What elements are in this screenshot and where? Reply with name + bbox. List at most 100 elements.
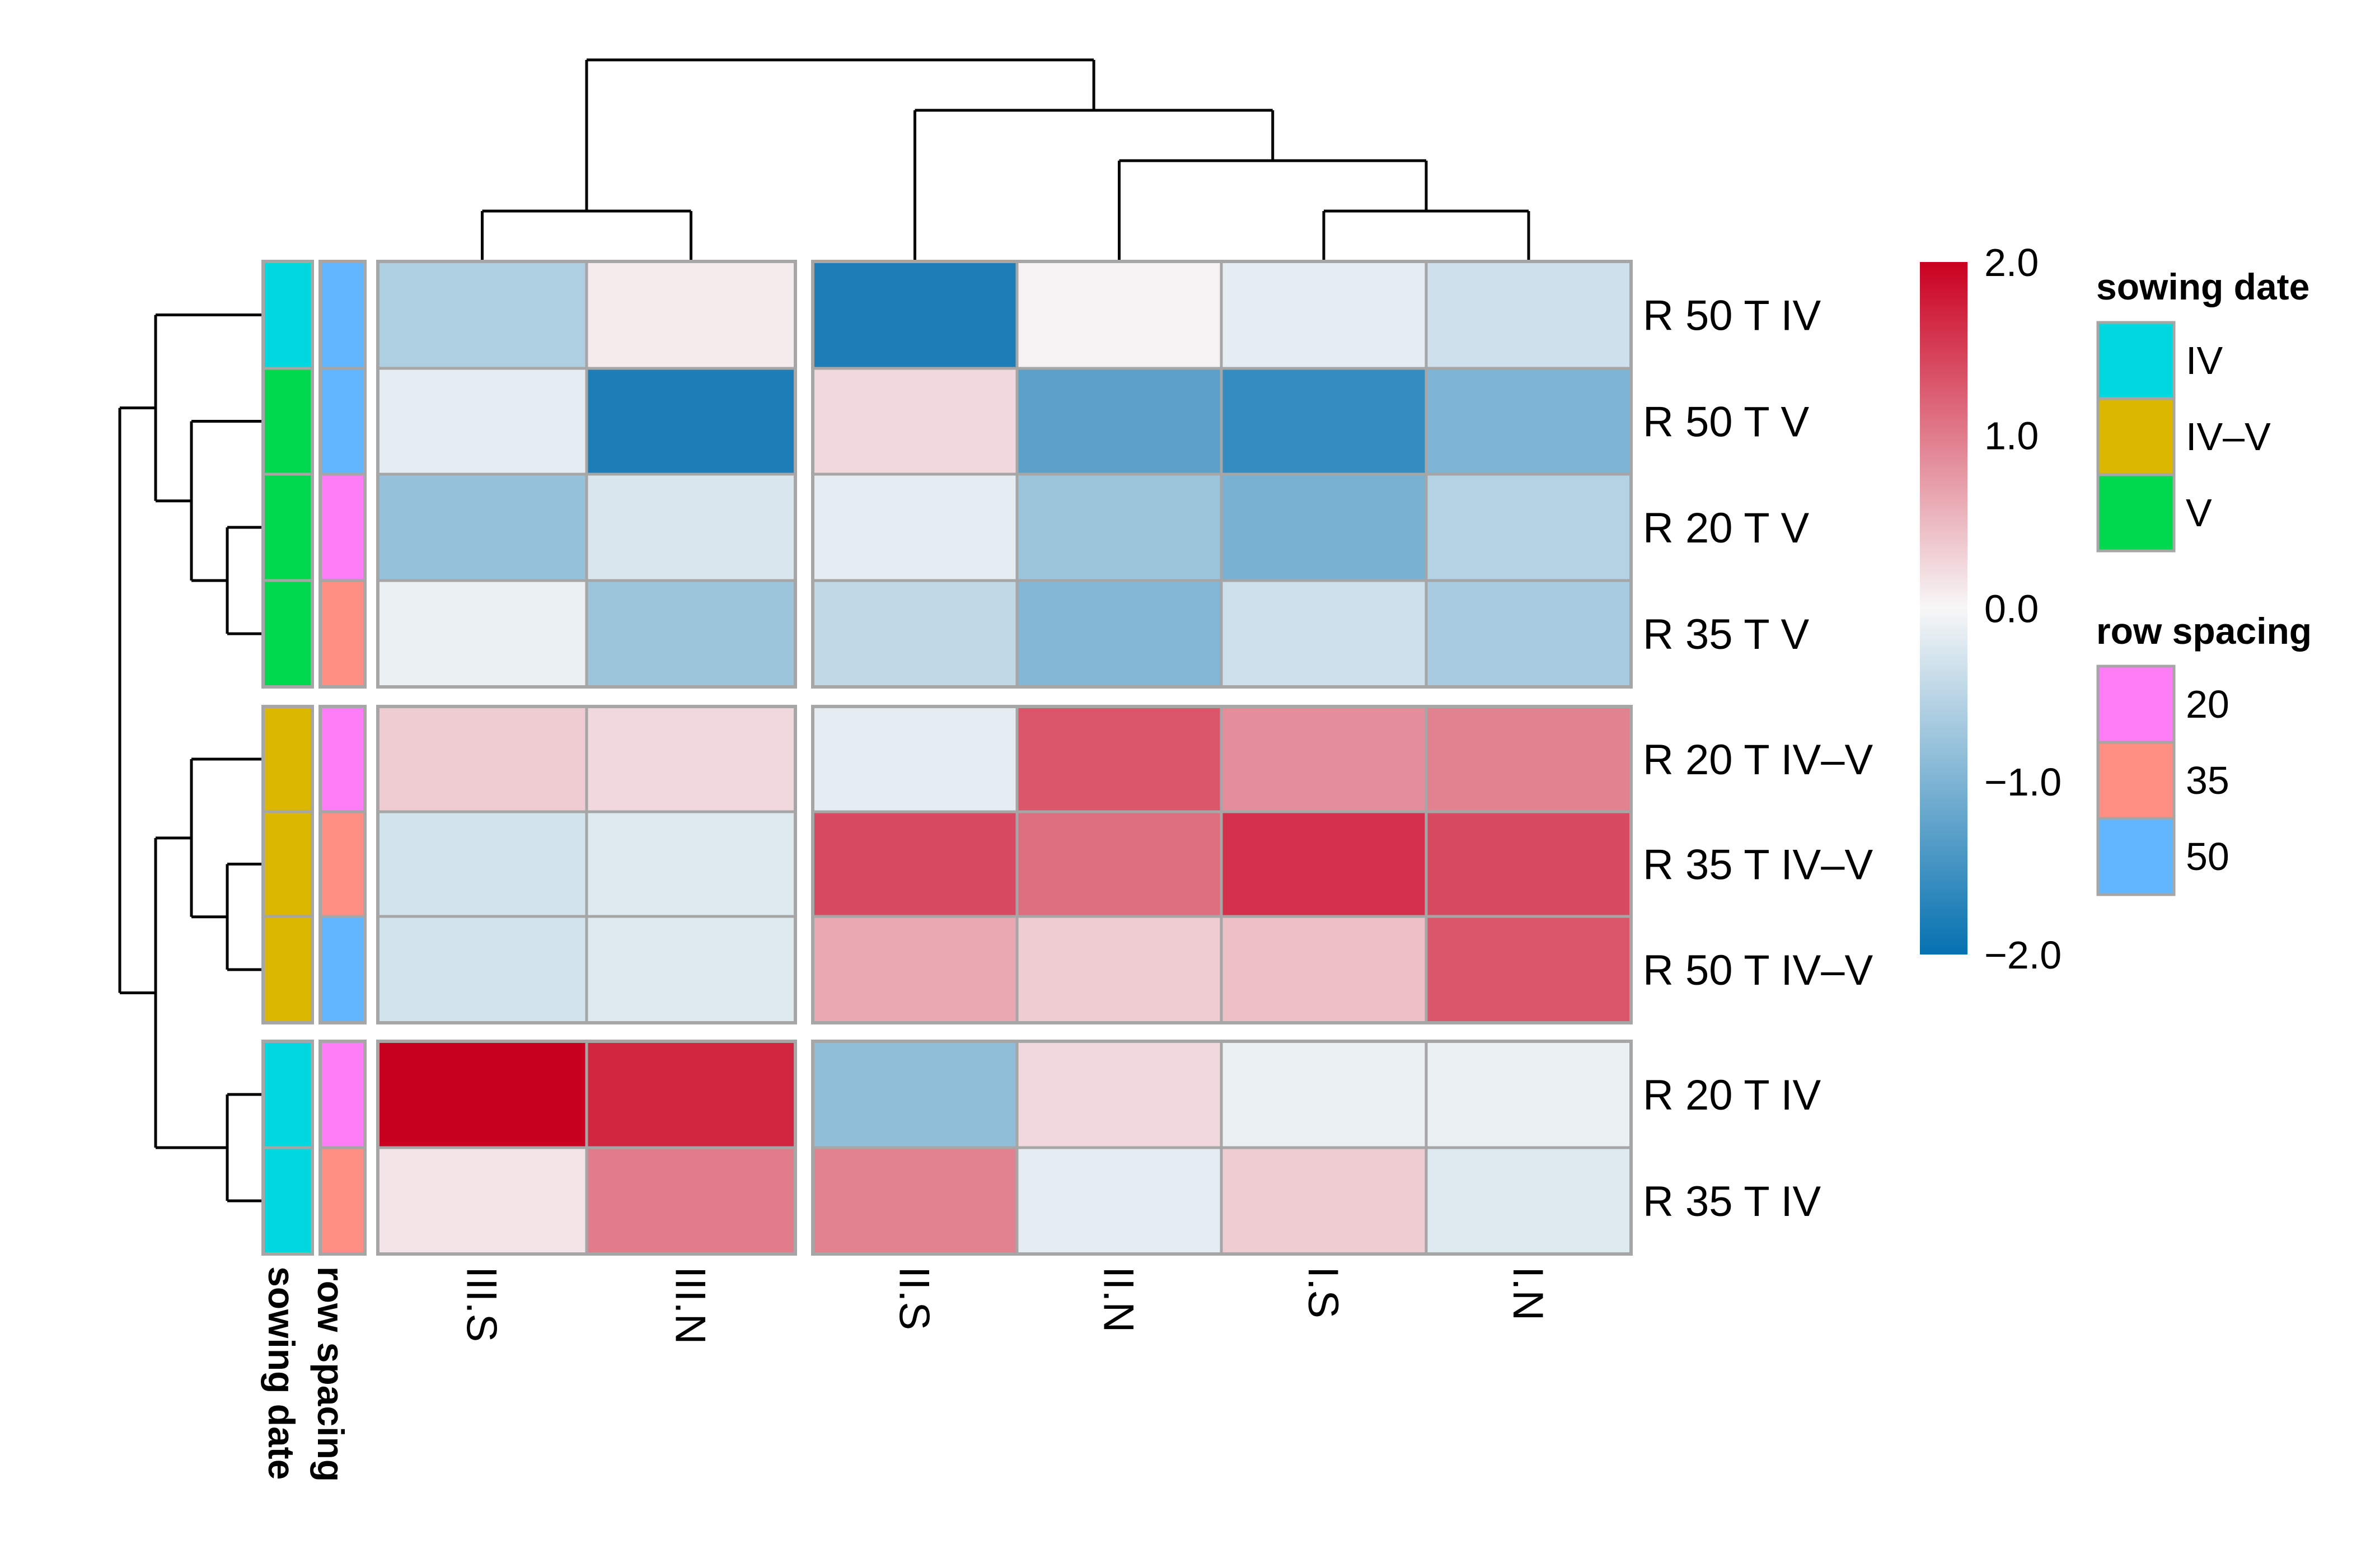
annotation-block-frame — [318, 260, 367, 689]
annotation-cell-row-spacing-r-20-t-iv — [318, 1040, 367, 1149]
legend-label-sowing-date-iv-v: IV–V — [2186, 415, 2271, 458]
heatmap-cell-r-20-t-iv-v-i-s — [1220, 705, 1428, 813]
legend-row-spacing: row spacing 20 35 50 — [2096, 610, 2312, 896]
row-label-r-50-t-iv: R 50 T IV — [1643, 292, 1821, 340]
annotation-label-row-spacing: row spacing — [310, 1266, 352, 1482]
annotation-block-frame — [261, 1040, 314, 1256]
column-label-iii-n: III.N — [667, 1266, 714, 1344]
column-labels: III.S III.N II.S II.N I.S I.N — [458, 1266, 1552, 1344]
row-label-r-20-t-iv: R 20 T IV — [1643, 1072, 1821, 1119]
annotation-cell-sowing-date-r-35-t-iv-v — [261, 810, 314, 918]
heatmap-cell-r-35-t-v-iii-n — [585, 579, 797, 689]
heatmap-cell-r-50-t-v-i-n — [1425, 367, 1633, 476]
heatmap-cell-r-50-t-iv-ii-n — [1015, 260, 1223, 370]
color-scale-tick-label: −2.0 — [1984, 933, 2062, 977]
annotation-cell-sowing-date-r-20-t-v — [261, 472, 314, 582]
heatmap-cell-r-35-t-iv-i-n — [1425, 1146, 1633, 1256]
column-label-ii-n: II.N — [1095, 1266, 1142, 1332]
row-label-r-50-t-v: R 50 T V — [1643, 399, 1809, 446]
heatmap-cell-r-20-t-iv-v-iii-s — [376, 705, 588, 813]
heatmap-cell-r-20-t-iv-iii-s — [376, 1040, 588, 1149]
annotation-cell-row-spacing-r-50-t-iv — [318, 260, 367, 370]
heatmap-cell-r-35-t-iv-v-i-n — [1425, 810, 1633, 918]
heatmap-cell-r-50-t-v-ii-s — [811, 367, 1019, 476]
heatmap-cell-r-35-t-iv-iii-n — [585, 1146, 797, 1256]
legend-label-row-spacing-20: 20 — [2186, 682, 2229, 726]
heatmap-cell-r-50-t-v-ii-n — [1015, 367, 1223, 476]
heatmap-cell-r-20-t-iv-v-ii-n — [1015, 705, 1223, 813]
annotation-block-frame — [261, 705, 314, 1024]
heatmap-block-frame — [376, 705, 797, 1024]
heatmap-cell-r-50-t-iv-v-iii-s — [376, 915, 588, 1024]
heatmap-cell-r-35-t-iv-i-s — [1220, 1146, 1428, 1256]
legend-label-row-spacing-50: 50 — [2186, 835, 2229, 878]
annotation-labels: sowing date row spacing — [261, 1266, 352, 1482]
annotation-label-sowing-date: sowing date — [261, 1266, 302, 1480]
legend-swatch-row-spacing-35 — [2096, 741, 2176, 820]
annotation-cell-row-spacing-r-50-t-v — [318, 367, 367, 476]
heatmap-cell-r-20-t-v-ii-n — [1015, 472, 1223, 582]
annotation-cell-sowing-date-r-35-t-v — [261, 579, 314, 689]
heatmap-cell-r-50-t-v-iii-n — [585, 367, 797, 476]
row-label-r-50-t-iv-v: R 50 T IV–V — [1643, 947, 1873, 994]
legend-swatch-row-spacing-20 — [2096, 665, 2176, 744]
annotation-cell-row-spacing-r-35-t-v — [318, 579, 367, 689]
heatmap-cell-r-20-t-v-iii-s — [376, 472, 588, 582]
heatmap-cell-r-50-t-v-iii-s — [376, 367, 588, 476]
column-dendrogram — [481, 58, 1530, 261]
heatmap-cell-r-20-t-iv-v-ii-s — [811, 705, 1019, 813]
heatmap-cell-r-50-t-iv-ii-s — [811, 260, 1019, 370]
heatmap-cell-r-20-t-iv-ii-n — [1015, 1040, 1223, 1149]
heatmap-cell-r-35-t-iv-ii-n — [1015, 1146, 1223, 1256]
heatmap-cell-r-50-t-iv-v-i-s — [1220, 915, 1428, 1024]
heatmap-cell-r-20-t-iv-i-s — [1220, 1040, 1428, 1149]
legend-sowing-date: sowing date IV IV–V V — [2096, 266, 2309, 553]
column-label-iii-s: III.S — [458, 1266, 505, 1342]
heatmap-cell-r-20-t-v-i-n — [1425, 472, 1633, 582]
column-label-i-s: I.S — [1299, 1266, 1347, 1318]
annotation-cell-row-spacing-r-20-t-iv-v — [318, 705, 367, 813]
heatmap-cells — [376, 260, 1633, 1256]
heatmap-cell-r-20-t-v-ii-s — [811, 472, 1019, 582]
heatmap-block-frame — [811, 260, 1633, 689]
color-scale-tick-label: 2.0 — [1984, 241, 2039, 284]
row-label-r-35-t-iv-v: R 35 T IV–V — [1643, 841, 1873, 889]
legend-swatch-sowing-date-v — [2096, 473, 2176, 553]
heatmap-cell-r-20-t-v-iii-n — [585, 472, 797, 582]
heatmap-cell-r-20-t-iv-i-n — [1425, 1040, 1633, 1149]
legend-label-sowing-date-v: V — [2186, 491, 2212, 535]
annotation-block-frame — [318, 705, 367, 1024]
heatmap-cell-r-35-t-iv-v-iii-n — [585, 810, 797, 918]
heatmap-cell-r-50-t-iv-v-i-n — [1425, 915, 1633, 1024]
heatmap-cell-r-35-t-iv-iii-s — [376, 1146, 588, 1256]
heatmap-cell-r-35-t-v-iii-s — [376, 579, 588, 689]
annotation-cell-sowing-date-r-20-t-iv — [261, 1040, 314, 1149]
row-label-r-35-t-iv: R 35 T IV — [1643, 1178, 1821, 1225]
annotation-cell-sowing-date-r-20-t-iv-v — [261, 705, 314, 813]
heatmap-cell-r-50-t-iv-v-iii-n — [585, 915, 797, 1024]
heatmap-cell-r-20-t-iv-iii-n — [585, 1040, 797, 1149]
annotation-cell-sowing-date-r-35-t-iv — [261, 1146, 314, 1256]
annotation-cell-row-spacing-r-50-t-iv-v — [318, 915, 367, 1024]
annotation-cell-sowing-date-r-50-t-v — [261, 367, 314, 476]
row-label-r-20-t-v: R 20 T V — [1643, 504, 1809, 552]
heatmap-cell-r-35-t-iv-v-i-s — [1220, 810, 1428, 918]
annotation-cell-row-spacing-r-35-t-iv — [318, 1146, 367, 1256]
annotation-cell-sowing-date-r-50-t-iv — [261, 260, 314, 370]
heatmap-cell-r-50-t-v-i-s — [1220, 367, 1428, 476]
row-labels: R 50 T IV R 50 T V R 20 T V R 35 T V R 20 T … — [1643, 292, 1873, 1226]
column-label-ii-s: II.S — [891, 1266, 938, 1330]
heatmap-block-frame — [376, 1040, 797, 1256]
color-scale-tick-label: −1.0 — [1984, 760, 2062, 804]
column-label-i-n: I.N — [1504, 1266, 1552, 1321]
annotation-block-frame — [261, 260, 314, 689]
heatmap-cell-r-35-t-iv-v-ii-s — [811, 810, 1019, 918]
heatmap-cell-r-50-t-iv-v-ii-n — [1015, 915, 1223, 1024]
legend-swatch-sowing-date-iv — [2096, 321, 2176, 400]
heatmap-cell-r-35-t-iv-v-ii-n — [1015, 810, 1223, 918]
row-label-r-20-t-iv-v: R 20 T IV–V — [1643, 736, 1873, 784]
heatmap-cell-r-50-t-iv-iii-n — [585, 260, 797, 370]
heatmap-cell-r-35-t-iv-ii-s — [811, 1146, 1019, 1256]
color-scale-bar — [1920, 262, 1967, 955]
